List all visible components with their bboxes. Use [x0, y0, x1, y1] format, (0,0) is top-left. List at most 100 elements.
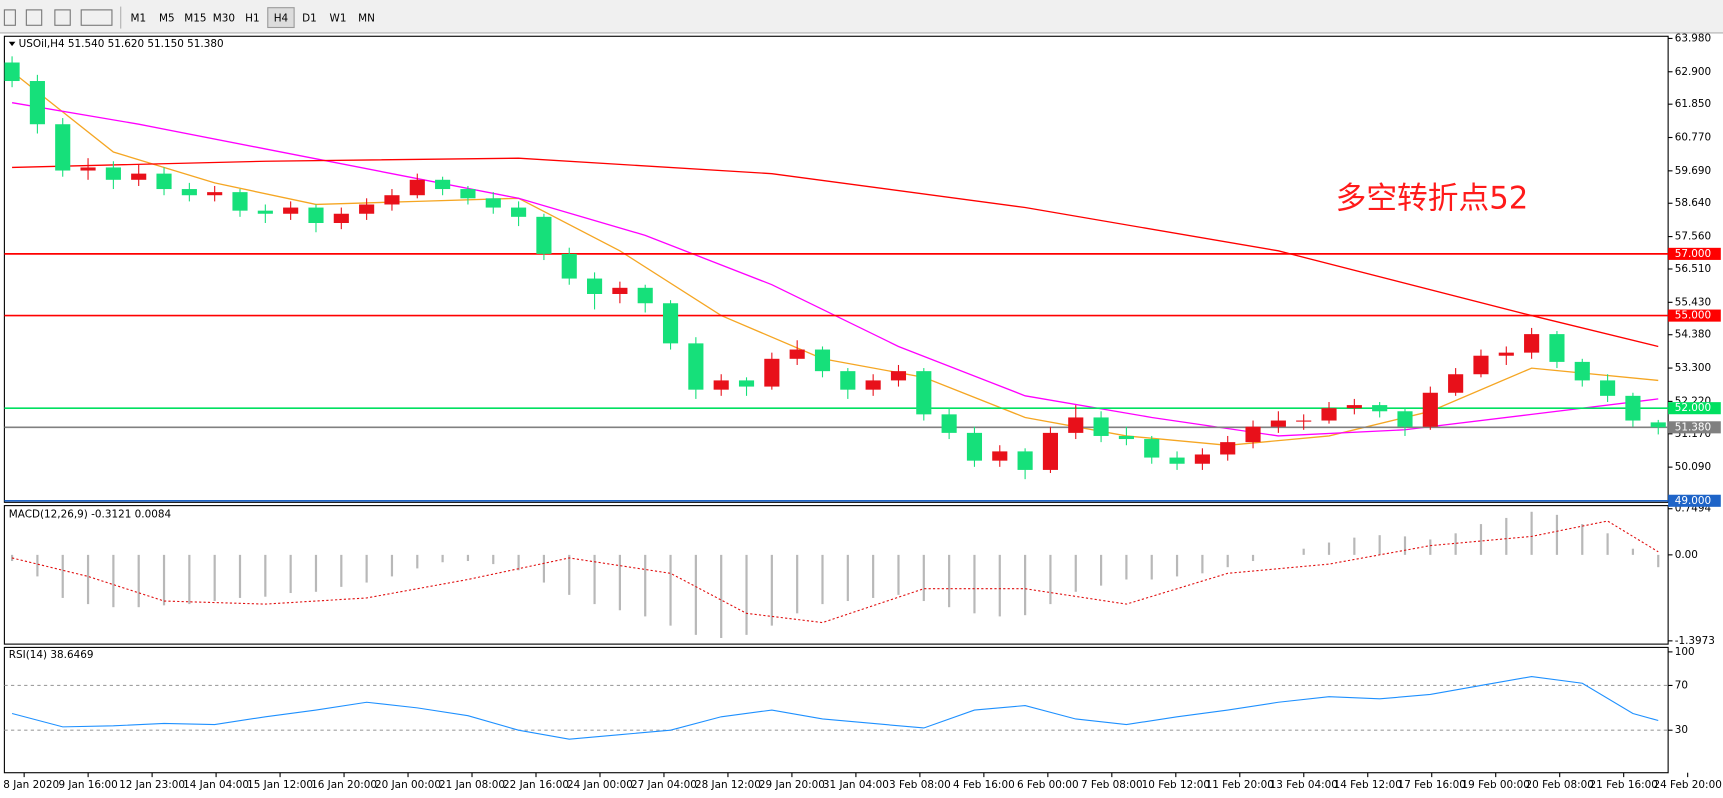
x-tick-label: 11 Feb 20:00: [1206, 779, 1274, 791]
candle-body: [485, 198, 501, 208]
candle-body: [1068, 417, 1084, 433]
candle-body: [1296, 420, 1312, 422]
candle-body: [55, 124, 71, 171]
tool-icon[interactable]: [3, 9, 16, 26]
candle-body: [738, 380, 755, 387]
level-tag: [1668, 309, 1721, 322]
x-tick-label: 27 Jan 04:00: [631, 779, 697, 791]
level-tag: [1668, 247, 1721, 260]
y-tick-label: 100: [1675, 646, 1695, 658]
level-label: 49.000: [1675, 495, 1711, 507]
price-title: USOil,H4 51.540 51.620 51.150 51.380: [19, 38, 224, 50]
candle-body: [1346, 405, 1362, 409]
timeframe-label[interactable]: D1: [302, 13, 317, 25]
candle-body: [637, 287, 653, 304]
y-tick-label: -1.3973: [1675, 635, 1715, 647]
candle-body: [941, 414, 957, 433]
candle-body: [764, 358, 780, 387]
timeframe-label[interactable]: M30: [213, 13, 235, 25]
x-tick-label: 3 Feb 08:00: [889, 779, 951, 791]
candle-body: [308, 207, 324, 224]
timeframe-label[interactable]: H1: [245, 13, 259, 25]
x-tick-label: 13 Feb 04:00: [1270, 779, 1338, 791]
y-tick-label: 57.560: [1675, 231, 1711, 243]
candle-body: [333, 213, 349, 224]
y-tick-label: 54.380: [1675, 329, 1711, 341]
y-tick-label: 55.430: [1675, 296, 1711, 308]
x-tick-label: 15 Jan 12:00: [247, 779, 313, 791]
x-tick-label: 31 Jan 04:00: [823, 779, 889, 791]
candle-body: [713, 380, 729, 390]
candle-body: [257, 210, 273, 214]
candle-body: [1549, 334, 1565, 362]
candle-body: [181, 189, 197, 196]
x-tick-label: 14 Jan 04:00: [183, 779, 249, 791]
candle-body: [1118, 435, 1134, 440]
candle-body: [4, 62, 20, 82]
candle-body: [561, 253, 577, 279]
x-tick-label: 16 Jan 20:00: [311, 779, 377, 791]
rsi-panel: [3, 646, 1669, 774]
x-tick-label: 14 Feb 12:00: [1334, 779, 1402, 791]
candle-body: [511, 207, 527, 217]
x-tick-label: 6 Feb 00:00: [1017, 779, 1079, 791]
candle-body: [865, 380, 881, 390]
candle-body: [1220, 442, 1236, 455]
x-tick-label: 22 Jan 16:00: [503, 779, 569, 791]
candle-body: [1574, 361, 1590, 381]
candle-body: [536, 216, 552, 254]
candle-body: [992, 451, 1008, 461]
timeframe-label[interactable]: H4: [274, 13, 289, 25]
level-label: 51.380: [1675, 421, 1711, 433]
candle-body: [1144, 439, 1160, 458]
candle-body: [29, 81, 45, 125]
candle-body: [890, 371, 907, 381]
level-label: 57.000: [1675, 248, 1711, 260]
candle-body: [1245, 426, 1261, 443]
candle-body: [1042, 432, 1058, 470]
candle-body: [409, 179, 425, 196]
candle-body: [814, 349, 831, 372]
rsi-line: [11, 675, 1659, 740]
signal-line: [11, 520, 1659, 624]
y-tick-label: 58.640: [1675, 197, 1711, 209]
timeframe-label[interactable]: M15: [184, 13, 206, 25]
timeframe-label[interactable]: W1: [330, 13, 347, 25]
candle-body: [840, 371, 856, 390]
tool-icon[interactable]: [25, 9, 43, 26]
timeframe-label[interactable]: M5: [159, 13, 175, 25]
candle-body: [283, 207, 299, 214]
timeframe-button[interactable]: [267, 7, 295, 29]
y-tick-label: 50.090: [1675, 461, 1711, 473]
level-tag: [1668, 421, 1721, 434]
candle-body: [1498, 352, 1514, 356]
candle-body: [359, 204, 375, 214]
timeframe-label[interactable]: M1: [130, 13, 146, 25]
candle-body: [1524, 334, 1540, 353]
x-tick-label: 9 Jan 16:00: [58, 779, 117, 791]
candle-body: [156, 173, 172, 190]
candle-body: [587, 278, 603, 294]
x-tick-label: 4 Feb 16:00: [953, 779, 1015, 791]
y-tick-label: 60.770: [1675, 132, 1711, 144]
annotation: 多空转折点52: [1336, 181, 1529, 217]
candle-body: [1372, 405, 1388, 412]
candle-body: [105, 167, 121, 180]
x-tick-label: 21 Jan 08:00: [439, 779, 505, 791]
collapse-arrow[interactable]: [8, 41, 16, 47]
candle-body: [460, 189, 476, 199]
tool-icon[interactable]: [80, 9, 113, 26]
level-label: 52.000: [1675, 402, 1711, 414]
tool-icon[interactable]: [54, 9, 71, 26]
level-tag: [1668, 402, 1721, 415]
candle-body: [1422, 392, 1438, 427]
timeframe-label[interactable]: MN: [358, 13, 375, 25]
candle-body: [435, 179, 451, 190]
x-tick-label: 24 Jan 00:00: [567, 779, 633, 791]
candle-body: [1194, 454, 1210, 464]
candle-body: [1093, 417, 1109, 436]
macd-panel: [3, 505, 1669, 645]
rsi-title: RSI(14) 38.6469: [9, 649, 94, 661]
x-tick-label: 20 Jan 00:00: [375, 779, 441, 791]
